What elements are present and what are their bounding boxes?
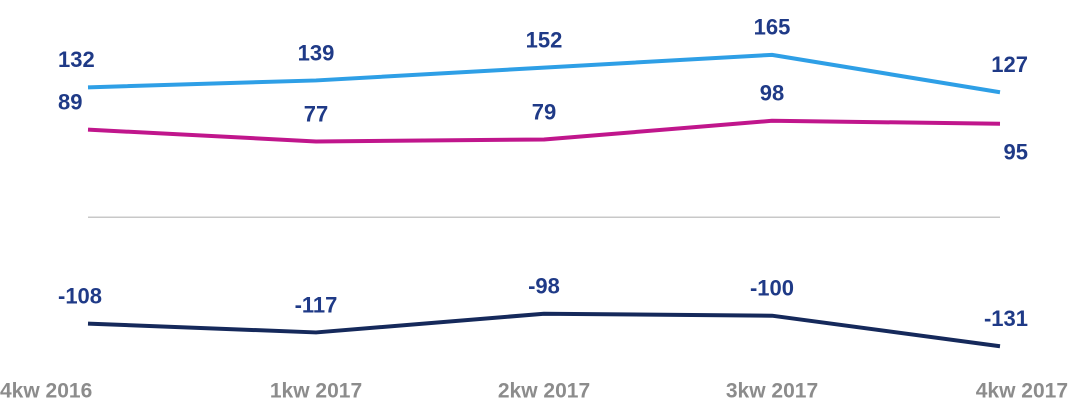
x-tick-label: 4kw 2017 xyxy=(976,380,1068,403)
series-line xyxy=(87,118,1001,144)
data-label: 127 xyxy=(991,52,1028,77)
data-label: 139 xyxy=(298,40,335,65)
x-tick-label: 1kw 2017 xyxy=(270,380,362,403)
data-label: 98 xyxy=(760,81,784,106)
data-label: -131 xyxy=(984,306,1028,331)
data-label: -108 xyxy=(58,283,102,308)
series-line xyxy=(87,311,1001,349)
data-label: -100 xyxy=(750,276,794,301)
data-label: 95 xyxy=(1004,140,1028,165)
x-tick-label: 4kw 2016 xyxy=(0,380,92,403)
series-line xyxy=(87,52,1001,95)
data-label: 165 xyxy=(754,15,791,40)
data-label: 79 xyxy=(532,99,556,124)
data-label: -117 xyxy=(295,292,338,317)
data-label: 132 xyxy=(58,47,95,72)
x-tick-label: 2kw 2017 xyxy=(498,380,590,403)
data-label: -98 xyxy=(528,274,560,299)
data-label: 77 xyxy=(304,101,328,126)
x-tick-label: 3kw 2017 xyxy=(726,380,818,403)
data-label: 152 xyxy=(526,27,563,52)
data-label: 89 xyxy=(58,89,82,114)
